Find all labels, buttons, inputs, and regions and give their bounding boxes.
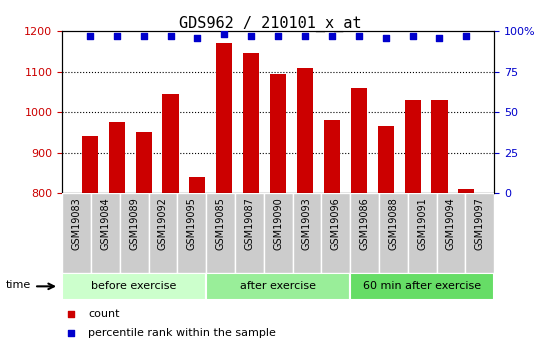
Text: GSM19092: GSM19092: [158, 197, 168, 250]
Text: GSM19084: GSM19084: [100, 197, 110, 250]
Bar: [404, 100, 421, 345]
Point: [193, 35, 202, 40]
Bar: [120, 193, 148, 273]
Bar: [206, 273, 350, 300]
Bar: [190, 177, 206, 345]
Bar: [350, 193, 379, 273]
Text: GSM19096: GSM19096: [330, 197, 341, 250]
Point: [139, 33, 148, 39]
Point: [435, 35, 444, 40]
Point: [301, 33, 309, 39]
Point: [247, 33, 255, 39]
Text: GSM19095: GSM19095: [187, 197, 197, 250]
Text: GSM19090: GSM19090: [273, 197, 283, 250]
Bar: [465, 193, 494, 273]
Point: [354, 33, 363, 39]
Bar: [177, 193, 206, 273]
Bar: [216, 43, 232, 345]
Text: after exercise: after exercise: [240, 282, 316, 291]
Point: [66, 331, 75, 336]
Text: before exercise: before exercise: [91, 282, 177, 291]
Text: 60 min after exercise: 60 min after exercise: [363, 282, 481, 291]
Bar: [62, 193, 91, 273]
Text: GSM19094: GSM19094: [446, 197, 456, 250]
Bar: [377, 126, 394, 345]
Point: [112, 33, 121, 39]
Point: [462, 33, 471, 39]
Text: GSM19083: GSM19083: [71, 197, 82, 250]
Text: GSM19086: GSM19086: [360, 197, 369, 250]
Point: [408, 33, 417, 39]
Bar: [148, 193, 177, 273]
Text: time: time: [5, 280, 31, 289]
Bar: [350, 273, 494, 300]
Bar: [270, 73, 286, 345]
Bar: [321, 193, 350, 273]
Bar: [408, 193, 436, 273]
Text: GSM19091: GSM19091: [417, 197, 427, 250]
Text: GDS962 / 210101_x_at: GDS962 / 210101_x_at: [179, 16, 361, 32]
Bar: [264, 193, 293, 273]
Bar: [324, 120, 340, 345]
Bar: [293, 193, 321, 273]
Bar: [163, 94, 179, 345]
Bar: [109, 122, 125, 345]
Point: [328, 33, 336, 39]
Text: GSM19088: GSM19088: [388, 197, 399, 250]
Text: GSM19093: GSM19093: [302, 197, 312, 250]
Text: GSM19087: GSM19087: [244, 197, 254, 250]
Bar: [297, 68, 313, 345]
Point: [274, 33, 282, 39]
Point: [220, 31, 228, 37]
Text: percentile rank within the sample: percentile rank within the sample: [88, 328, 276, 338]
Bar: [136, 132, 152, 345]
Bar: [431, 100, 448, 345]
Bar: [350, 88, 367, 345]
Bar: [243, 53, 259, 345]
Text: count: count: [88, 309, 119, 319]
Point: [381, 35, 390, 40]
Bar: [91, 193, 120, 273]
Point: [166, 33, 175, 39]
Bar: [235, 193, 264, 273]
Bar: [206, 193, 235, 273]
Bar: [62, 273, 206, 300]
Point: [85, 33, 94, 39]
Bar: [82, 136, 98, 345]
Text: GSM19085: GSM19085: [215, 197, 226, 250]
Bar: [379, 193, 408, 273]
Text: GSM19089: GSM19089: [129, 197, 139, 250]
Text: GSM19097: GSM19097: [475, 197, 485, 250]
Point: [66, 312, 75, 317]
Bar: [458, 189, 475, 345]
Bar: [436, 193, 465, 273]
